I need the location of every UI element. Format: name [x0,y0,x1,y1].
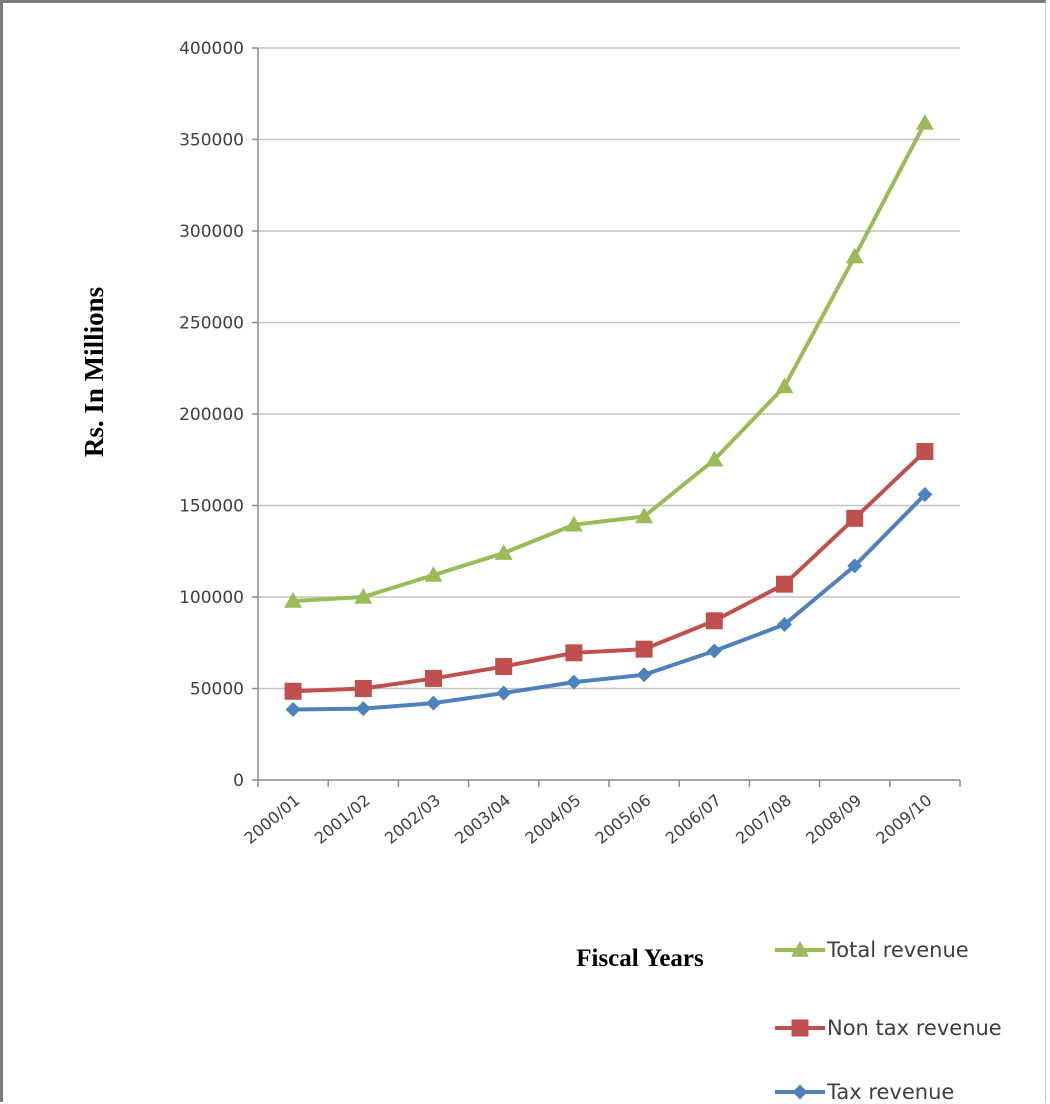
series-tax-revenue [285,487,933,718]
y-tick-label: 400000 [179,39,244,59]
data-point-total-revenue [564,515,583,532]
y-tick-label: 200000 [179,405,244,425]
data-point-non-tax-revenue [635,640,653,658]
data-point-tax-revenue [496,685,512,701]
y-tick-label: 350000 [179,131,244,151]
y-tick-labels: 0 50000 100000 150000 200000 250000 300000 3500… [179,39,244,791]
series-total-revenue [284,114,934,608]
x-tick-labels: 2000/01 2001/02 2002/03 2003/04 2004/05 2005/… [241,791,936,848]
legend-label: Total revenue [826,938,969,962]
data-point-total-revenue [705,450,724,467]
y-tick-label: 250000 [179,314,244,334]
data-point-non-tax-revenue [705,612,723,630]
legend-marker [792,1084,808,1100]
data-point-tax-revenue [706,643,722,659]
y-tick-label: 0 [233,771,244,791]
x-tick-label: 2007/08 [732,791,795,848]
data-point-tax-revenue [777,616,792,632]
legend-item-tax-revenue: Tax revenue [775,1080,954,1104]
legend-item-non-tax-revenue: Non tax revenue [775,1016,1002,1040]
data-point-total-revenue [845,247,864,264]
axes [252,47,961,787]
data-point-tax-revenue [917,487,933,503]
data-point-total-revenue [354,588,373,604]
x-tick-label: 2004/05 [521,791,584,848]
data-point-total-revenue [284,592,303,608]
y-axis-title: Rs. In Millions [79,287,109,457]
data-point-tax-revenue [355,701,371,717]
legend-item-total-revenue: Total revenue [775,938,969,962]
x-tick-label: 2001/02 [311,791,374,848]
data-point-non-tax-revenue [916,443,934,461]
legend: Total revenue Non tax revenue Tax revenue [775,938,1002,1104]
data-point-tax-revenue [285,702,301,718]
data-point-non-tax-revenue [846,509,864,527]
data-point-tax-revenue [636,667,652,683]
data-point-total-revenue [494,544,513,560]
y-tick-label: 50000 [190,680,244,700]
data-point-total-revenue [424,566,443,582]
legend-label: Non tax revenue [827,1016,1002,1040]
data-point-total-revenue [775,377,794,394]
data-point-non-tax-revenue [425,669,442,687]
x-tick-label: 2008/09 [802,791,865,848]
x-tick-label: 2003/04 [451,791,514,848]
data-point-non-tax-revenue [495,658,513,676]
legend-marker [791,941,809,957]
y-tick-label: 100000 [179,588,244,608]
series-non-tax-revenue [284,443,934,700]
x-tick-label: 2002/03 [381,791,444,848]
data-point-non-tax-revenue [565,644,583,662]
legend-marker [791,1019,809,1037]
x-tick-label: 2005/06 [592,791,655,848]
series-line-total-revenue [292,122,927,604]
x-tick-label: 2009/10 [872,791,935,848]
x-axis-title: Fiscal Years [576,945,704,972]
series-line-tax-revenue [293,493,927,712]
data-point-tax-revenue [426,695,441,711]
data-point-total-revenue [915,114,934,130]
series-line-non-tax-revenue [293,450,927,694]
data-point-total-revenue [635,507,654,524]
series-group [284,114,934,718]
data-point-non-tax-revenue [354,680,372,697]
data-point-non-tax-revenue [776,575,793,593]
legend-label: Tax revenue [826,1080,954,1104]
data-point-non-tax-revenue [284,682,302,700]
data-point-tax-revenue [566,674,582,690]
data-point-tax-revenue [847,558,863,574]
x-tick-label: 2006/07 [662,791,725,848]
y-tick-label: 150000 [179,497,244,517]
x-tick-label: 2000/01 [241,791,304,848]
y-tick-label: 300000 [179,222,244,242]
